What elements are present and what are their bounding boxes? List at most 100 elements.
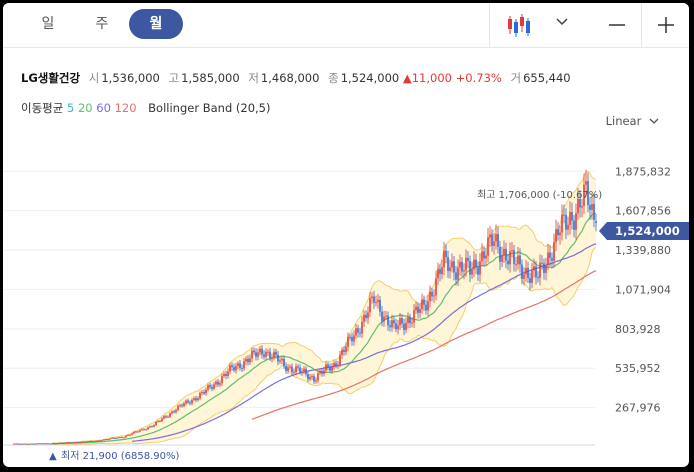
current-price-text: 1,524,000: [615, 224, 680, 238]
candle-body: [405, 323, 407, 331]
candle-body: [61, 442, 63, 444]
zoom-out-button[interactable]: [593, 3, 641, 47]
candle-body: [315, 380, 317, 382]
candle-body: [85, 441, 87, 443]
candle-body: [481, 251, 483, 262]
candle-body: [397, 325, 399, 330]
tab-month[interactable]: 월: [129, 9, 183, 39]
indicator-legend: 이동평균 5 20 60 120 Bollinger Band (20,5): [21, 100, 271, 116]
candle-body: [507, 260, 509, 265]
candle-body: [123, 437, 125, 439]
candle-body: [511, 250, 513, 252]
candle-body: [319, 371, 321, 374]
candle-body: [403, 323, 405, 331]
candle-body: [73, 442, 75, 444]
tab-week[interactable]: 주: [95, 16, 109, 32]
candle-body: [263, 354, 265, 357]
candle-body: [87, 441, 89, 443]
candle-body: [361, 321, 363, 334]
candle-body: [91, 440, 93, 442]
zoom-in-button[interactable]: [641, 3, 689, 47]
candle-body: [425, 304, 427, 311]
chart-type-selector[interactable]: [489, 3, 586, 47]
candle-body: [171, 411, 173, 414]
candle-body: [297, 366, 299, 368]
candle-body: [593, 204, 595, 221]
candle-body: [119, 437, 121, 439]
ma5-label: 5: [66, 101, 75, 115]
candle-body: [293, 371, 295, 373]
candle-body: [561, 214, 563, 233]
low-annotation-text: 최저 21,900 (6858.90%): [61, 450, 180, 462]
ma60-line: [131, 243, 597, 442]
candle-body: [299, 367, 301, 373]
candle-body: [493, 241, 495, 246]
candle-body: [483, 251, 485, 259]
candle-body: [269, 351, 271, 359]
candle-body: [15, 443, 17, 445]
candle-body: [373, 296, 375, 303]
candle-body: [441, 267, 443, 275]
candle-body: [303, 368, 305, 372]
candle-body: [439, 269, 441, 275]
candle-body: [567, 224, 569, 230]
candle-body: [115, 438, 117, 440]
candle-body: [389, 325, 391, 328]
candle-body: [421, 299, 423, 310]
candle-body: [63, 442, 65, 444]
candle-body: [363, 314, 365, 322]
candle-body: [559, 232, 561, 236]
candle-body: [459, 261, 461, 268]
candle-body: [101, 440, 103, 442]
candle-body: [241, 368, 243, 370]
candle-body: [271, 357, 273, 359]
candle-body: [563, 214, 565, 216]
price-chart[interactable]: 267,976 535,952 803,928 1,071,904 1,339,880 1…: [3, 3, 689, 467]
candle-body: [21, 443, 23, 445]
candle-body: [99, 440, 101, 442]
candle-body: [37, 443, 39, 445]
candle-body: [243, 361, 245, 369]
candle-body: [461, 261, 463, 272]
candle-body: [33, 443, 35, 445]
candle-body: [327, 364, 329, 367]
candle-body: [415, 306, 417, 311]
bollinger-band: [51, 170, 597, 445]
candle-body: [191, 399, 193, 404]
candle-body: [381, 311, 383, 322]
candle-body: [259, 348, 261, 353]
candle-body: [181, 405, 183, 407]
candle-body: [533, 266, 535, 271]
candle-body: [31, 443, 33, 445]
candle-body: [49, 443, 51, 445]
chevron-down-icon[interactable]: [556, 18, 568, 26]
candle-body: [285, 365, 287, 371]
ma20-label: 20: [77, 101, 93, 115]
candle-body: [479, 261, 481, 275]
candle-body: [495, 234, 497, 242]
candle-body: [151, 426, 153, 428]
scale-mode: Linear: [605, 114, 642, 128]
candle-body: [359, 332, 361, 334]
bollinger-lower: [51, 247, 597, 445]
candle-body: [275, 351, 277, 355]
candle-body: [351, 337, 353, 342]
candle-body: [291, 366, 293, 373]
candle-body: [137, 431, 139, 433]
low-value: 1,468,000: [260, 71, 320, 85]
candle-body: [569, 211, 571, 225]
candle-body: [195, 398, 197, 401]
candle-body: [535, 266, 537, 278]
scale-selector[interactable]: Linear: [606, 114, 659, 128]
candle-body: [261, 348, 263, 355]
candle-body: [145, 429, 147, 431]
candle-body: [253, 350, 255, 353]
candle-body: [97, 440, 99, 442]
tab-day[interactable]: 일: [41, 16, 55, 32]
toolbar: 일 주 월: [3, 3, 689, 48]
candle-body: [393, 320, 395, 324]
candle-body: [59, 442, 61, 444]
candle-body: [313, 376, 315, 382]
plus-icon: [658, 17, 674, 33]
candle-body: [423, 299, 425, 305]
